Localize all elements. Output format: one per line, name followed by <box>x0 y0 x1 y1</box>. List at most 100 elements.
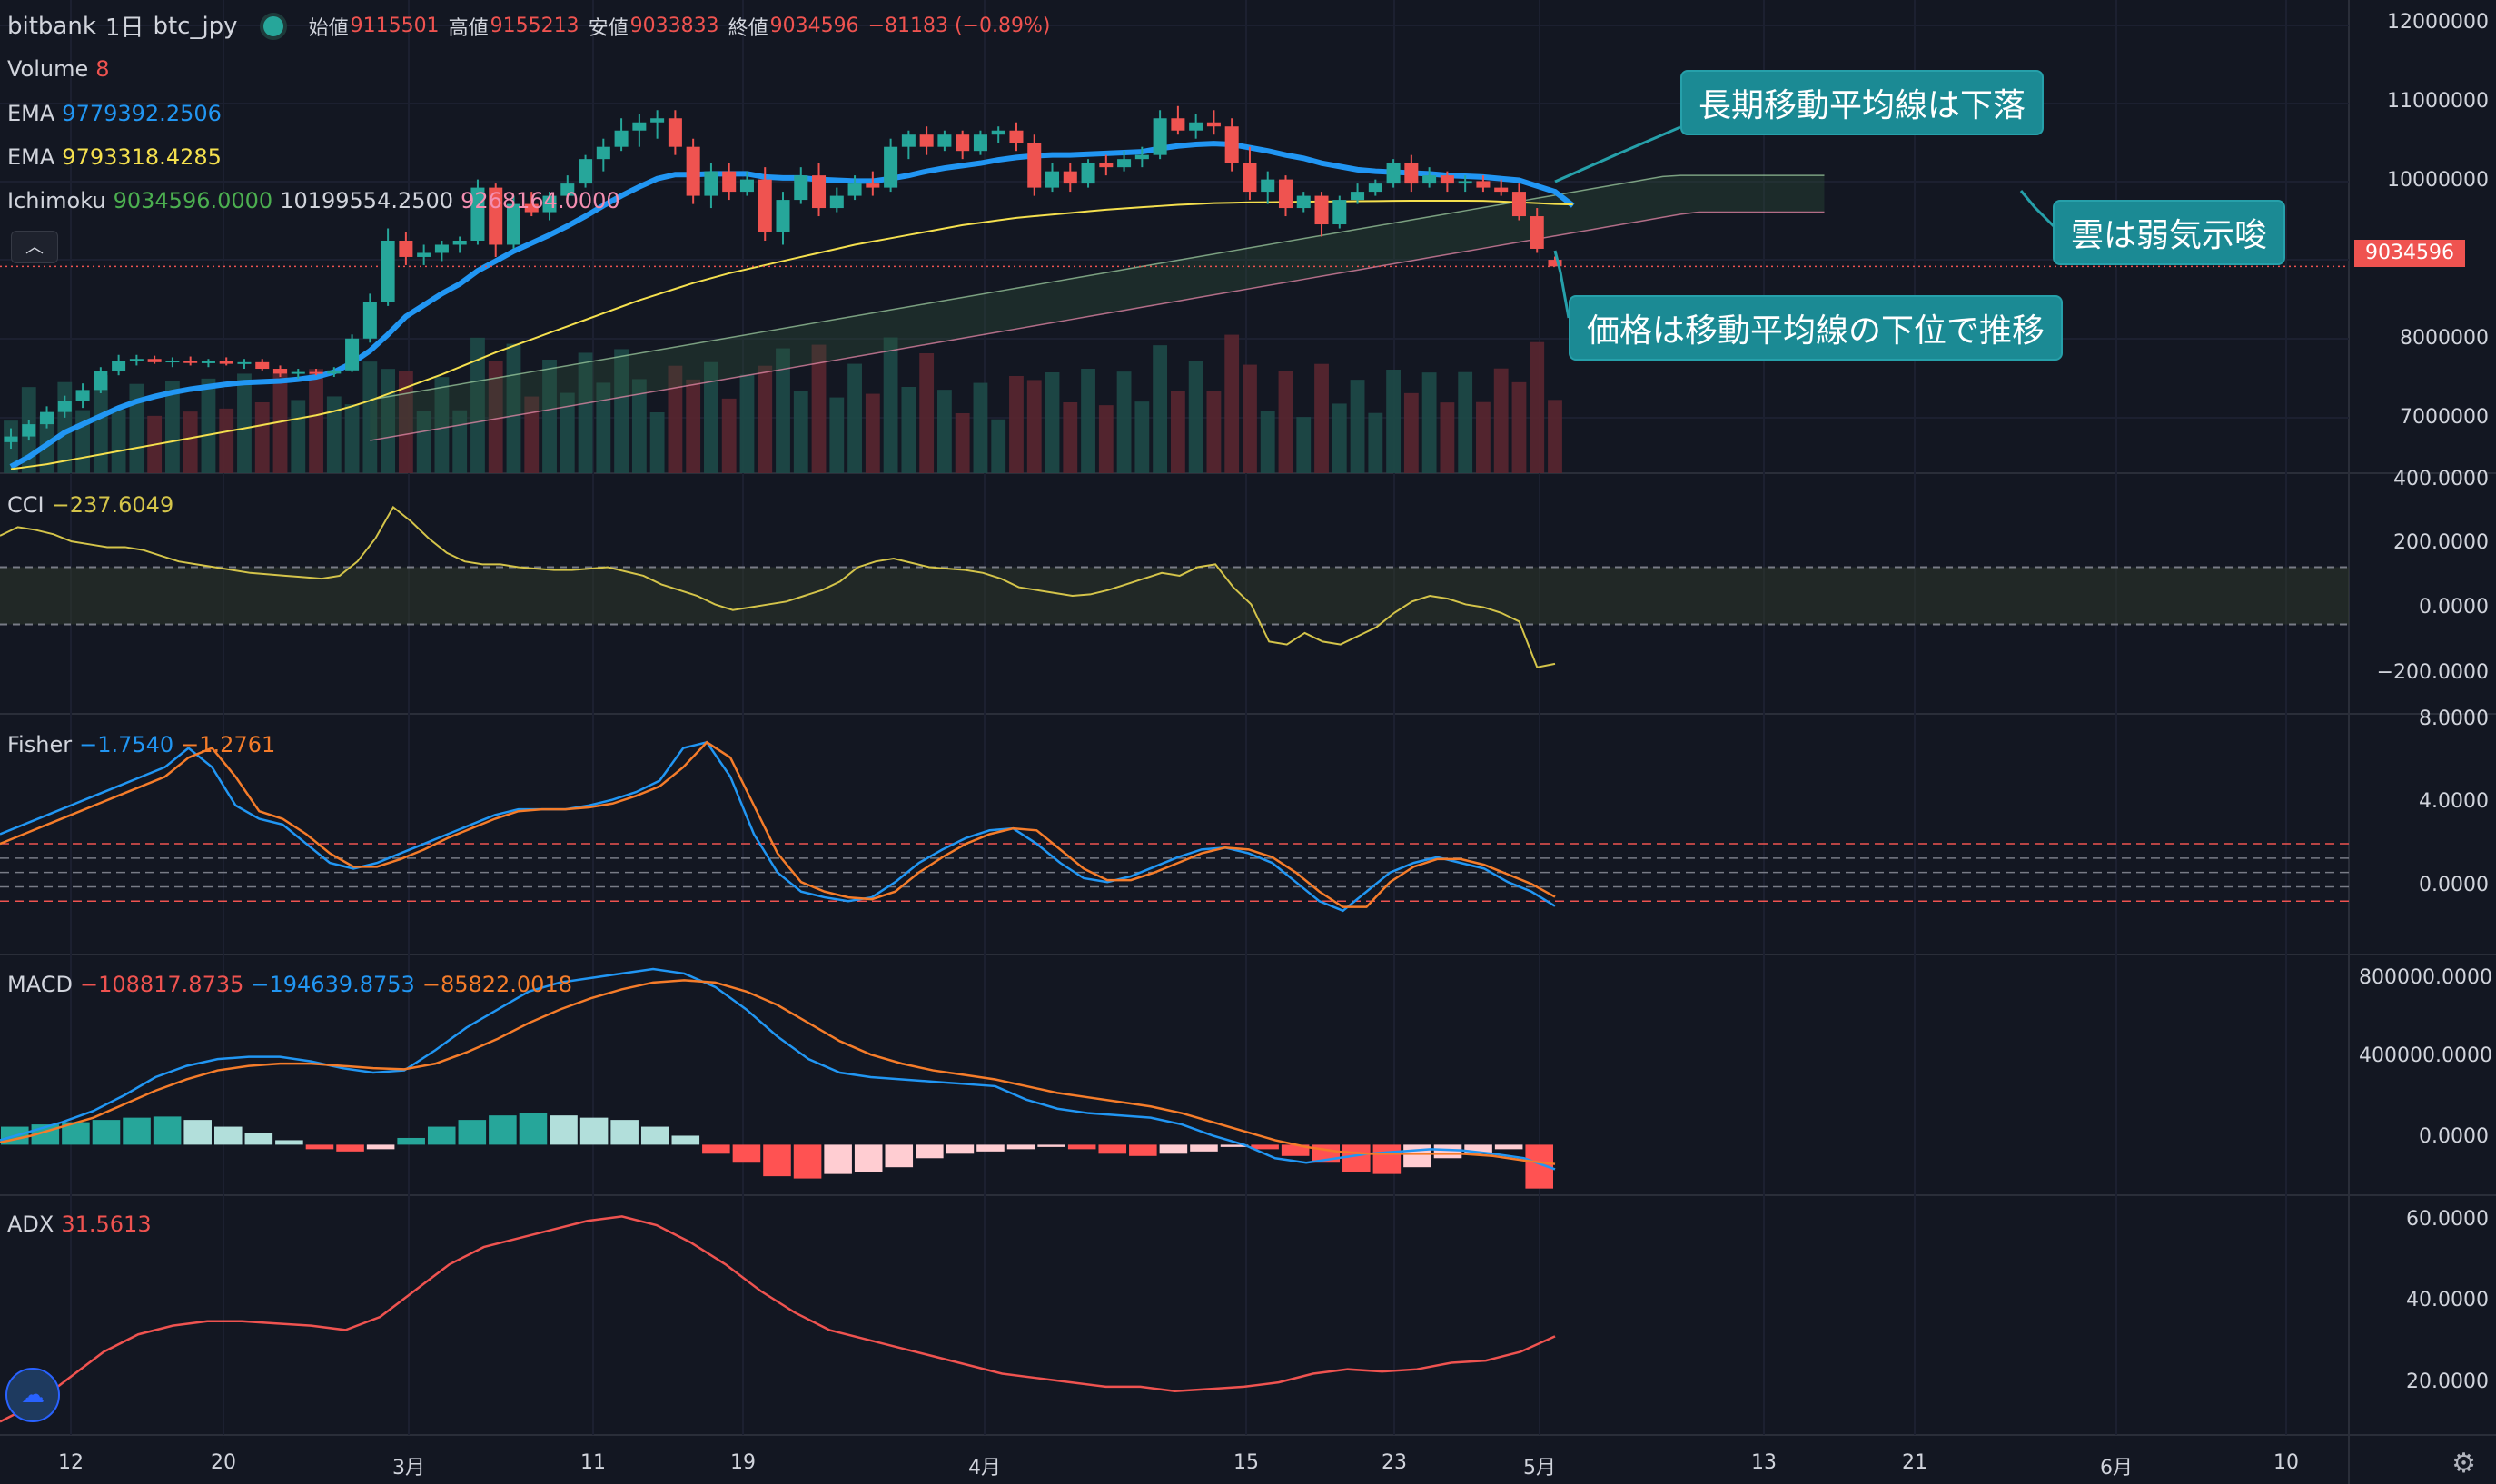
legend-ema-fast[interactable]: EMA 9779392.2506 <box>7 101 229 126</box>
candle-body <box>614 130 629 147</box>
macd-histogram-bar <box>1220 1144 1249 1147</box>
ichimoku-cloud-area <box>370 175 1825 441</box>
legend-ichimoku[interactable]: Ichimoku 9034596.0000 10199554.2500 9268164… <box>7 188 628 213</box>
legend-adx[interactable]: ADX 31.5613 <box>7 1212 159 1237</box>
time-tick: 20 <box>211 1451 236 1474</box>
macd-histogram-bar <box>1433 1144 1462 1159</box>
close-value: 9034596 <box>769 15 859 37</box>
legend-macd[interactable]: MACD −108817.8735 −194639.8753 −85822.0018 <box>7 972 579 997</box>
macd-histogram-bar <box>1251 1144 1279 1150</box>
candle-body <box>1494 187 1509 193</box>
tradingview-logo-icon[interactable]: ☁ <box>5 1368 60 1422</box>
volume-bar <box>1530 341 1545 473</box>
ema-fast-line <box>9 141 1575 470</box>
macd-histogram-bar <box>1494 1144 1523 1150</box>
macd-histogram-bar <box>640 1126 669 1145</box>
volume-bar <box>649 412 665 473</box>
candle-body <box>1314 195 1329 225</box>
volume-bar <box>1206 391 1222 473</box>
volume-bar <box>1243 364 1257 473</box>
legend-cci[interactable]: CCI −237.6049 <box>7 492 181 518</box>
candle-body <box>686 146 700 196</box>
macd-histogram-bar <box>123 1117 151 1145</box>
ichimoku-cloud <box>370 174 1825 441</box>
candle-body <box>1189 122 1203 131</box>
candle-body <box>1243 163 1257 193</box>
candle-body <box>94 371 108 391</box>
volume-bar <box>829 397 845 473</box>
collapse-legend-button[interactable]: ︿ <box>11 231 58 263</box>
volume-bar <box>542 360 557 473</box>
legend-ema-slow[interactable]: EMA 9793318.4285 <box>7 144 229 170</box>
macd-histogram-bar <box>854 1144 883 1172</box>
candle-body <box>273 369 288 374</box>
time-tick: 6月 <box>2100 1457 2133 1479</box>
candle-body <box>1351 192 1365 201</box>
candle-body <box>1099 163 1114 168</box>
candle-body <box>758 179 772 233</box>
candle-body <box>1530 216 1544 249</box>
macd-histogram-bar <box>1342 1144 1371 1172</box>
volume-bar <box>991 419 1006 473</box>
volume-bar <box>129 383 144 473</box>
ema1-label: EMA <box>7 101 55 126</box>
candle-body <box>345 338 360 371</box>
volume-bar <box>1458 371 1473 473</box>
candle-body <box>1134 154 1149 160</box>
macd-histogram-bar <box>153 1116 182 1145</box>
macd-histogram-bar <box>732 1144 761 1163</box>
macd-histogram-bar <box>213 1126 243 1145</box>
candle-body <box>973 134 987 152</box>
volume-bar <box>1476 401 1491 473</box>
cci-line-0 <box>0 505 1556 668</box>
volume-bar <box>1386 370 1401 473</box>
macd-histogram-bar <box>1037 1144 1065 1147</box>
macd-histogram-bar <box>458 1120 487 1145</box>
interval-label[interactable]: 1日 <box>104 15 144 42</box>
candle-body <box>1458 181 1472 184</box>
volume-bar <box>344 404 360 473</box>
candle-body <box>1386 163 1401 184</box>
cci-tick: −200.0000 <box>2376 661 2489 684</box>
macd-histogram-bar <box>1067 1144 1096 1150</box>
volume-bar <box>1098 405 1114 473</box>
volume-bar <box>1493 368 1509 473</box>
gear-icon[interactable]: ⚙ <box>2451 1448 2476 1479</box>
candle-body <box>1332 200 1347 225</box>
volume-bar <box>291 400 306 473</box>
candle-body <box>1261 179 1275 193</box>
candle-body <box>901 134 916 147</box>
legend-fisher[interactable]: Fisher −1.7540 −1.2761 <box>7 732 282 757</box>
legend-volume[interactable]: Volume 8 <box>7 56 117 82</box>
candle-body <box>1278 179 1293 209</box>
last-price-tag: 9034596 <box>2354 240 2465 267</box>
volume-bar <box>362 361 378 473</box>
fisher-tick: 0.0000 <box>2419 874 2489 896</box>
cci-label: CCI <box>7 492 45 518</box>
macd-histogram-bar <box>427 1126 456 1145</box>
price-tick: 11000000 <box>2387 90 2489 113</box>
cci-value: −237.6049 <box>51 492 174 518</box>
volume-bar <box>201 378 216 473</box>
macd-line-1 <box>0 979 1556 1165</box>
macd-histogram-bar <box>1190 1144 1218 1152</box>
macd-tick: 0.0000 <box>2419 1125 2489 1148</box>
volume-bar <box>326 396 342 473</box>
volume-bar <box>668 365 683 473</box>
low-value: 9033833 <box>629 15 719 37</box>
symbol-name[interactable]: btc_jpy <box>153 12 238 40</box>
candle-body <box>1440 175 1454 184</box>
volume-bar <box>183 411 198 473</box>
fisher-label: Fisher <box>7 732 73 757</box>
adx-tick: 60.0000 <box>2406 1208 2489 1231</box>
candlesticks[interactable] <box>4 105 1562 450</box>
volume-bar <box>434 377 450 473</box>
candle-body <box>1081 163 1095 184</box>
candle-body <box>866 183 880 188</box>
candle-body <box>794 175 808 201</box>
adx-tick: 20.0000 <box>2406 1370 2489 1393</box>
macd-value-2: −194639.8753 <box>251 972 415 997</box>
volume-bar <box>237 373 252 473</box>
exchange-name[interactable]: bitbank <box>7 12 96 40</box>
